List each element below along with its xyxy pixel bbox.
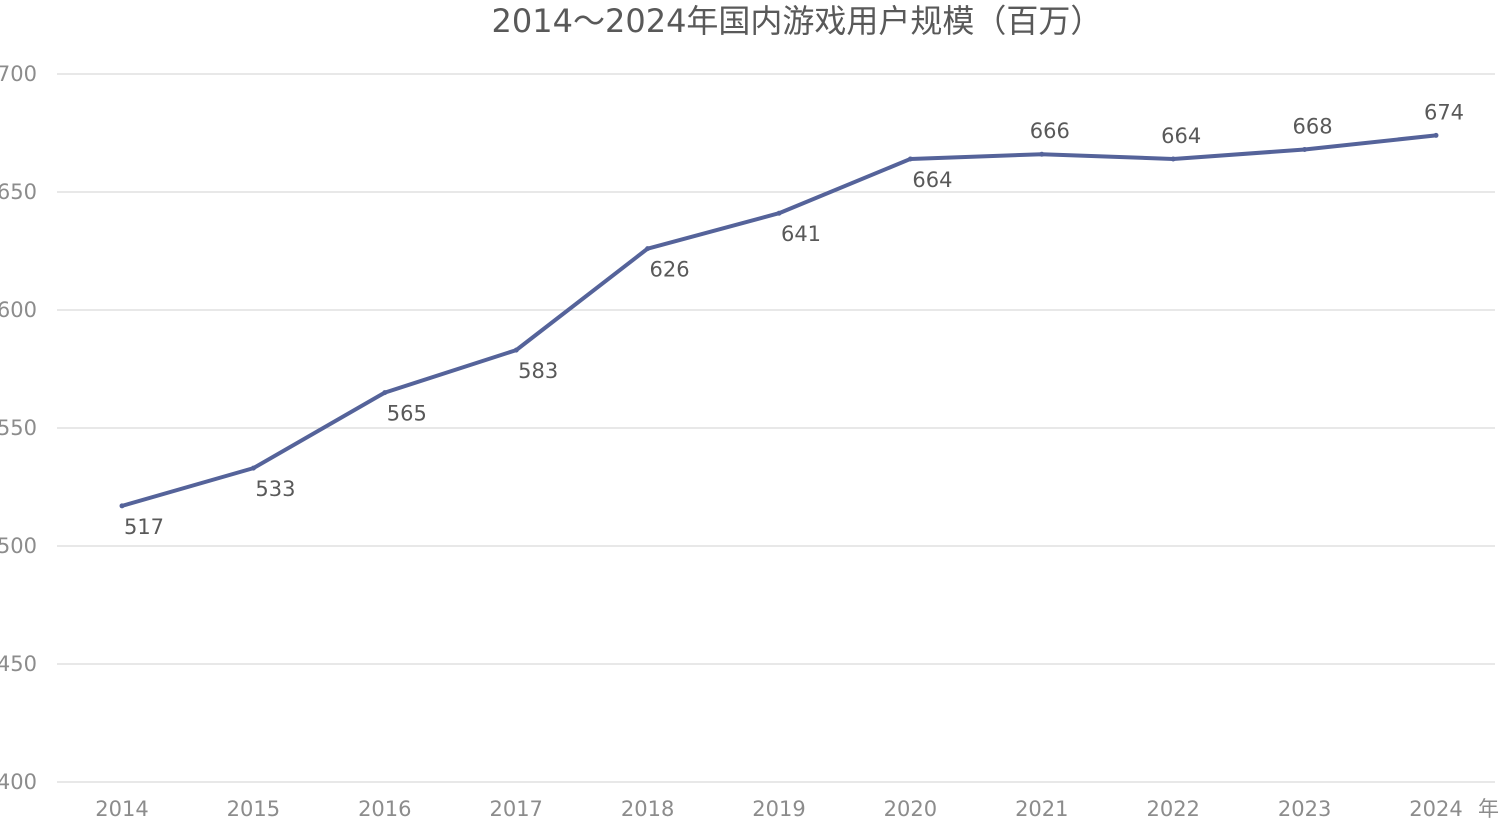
x-tick-label: 2022 <box>1146 797 1199 821</box>
data-point <box>119 503 125 509</box>
series-layer <box>119 132 1439 509</box>
data-label: 664 <box>1161 124 1201 148</box>
data-point <box>250 465 256 471</box>
data-label: 517 <box>124 515 164 539</box>
y-tick-label: 500 <box>0 534 37 558</box>
y-axis-ticks: 400 450 500 550 600 650 700 <box>0 62 37 794</box>
data-point <box>1433 132 1439 138</box>
x-tick-label: 2015 <box>227 797 280 821</box>
y-tick-label: 550 <box>0 416 37 440</box>
series-line <box>120 133 1438 508</box>
chart-title: 2014～2024年国内游戏用户规模（百万） <box>492 2 1103 40</box>
y-tick-label: 700 <box>0 62 37 86</box>
y-tick-label: 450 <box>0 652 37 676</box>
data-label: 583 <box>518 359 558 383</box>
x-tick-label: 2024 <box>1409 797 1462 821</box>
data-label: 664 <box>912 168 952 192</box>
data-label: 533 <box>255 477 295 501</box>
x-tick-label: 2021 <box>1015 797 1068 821</box>
x-tick-label: 2017 <box>489 797 542 821</box>
data-label: 674 <box>1424 100 1464 124</box>
data-label: 641 <box>781 222 821 246</box>
x-axis-ticks: 2014 2015 2016 2017 2018 2019 2020 2021 2022 2023… <box>95 797 1462 821</box>
data-labels: 517 533 565 583 626 641 664 666 664 668 674 <box>124 100 1464 539</box>
y-tick-label: 650 <box>0 180 37 204</box>
data-label: 565 <box>387 402 427 426</box>
y-tick-label: 400 <box>0 770 37 794</box>
x-tick-label: 2018 <box>621 797 674 821</box>
gridlines <box>57 73 1495 783</box>
x-tick-label: 2016 <box>358 797 411 821</box>
data-point <box>382 390 388 396</box>
x-axis-unit-label: 年 <box>1478 797 1499 821</box>
y-tick-label: 600 <box>0 298 37 322</box>
data-label: 668 <box>1293 115 1333 139</box>
x-tick-label: 2014 <box>95 797 148 821</box>
data-point <box>1302 147 1308 153</box>
x-tick-label: 2023 <box>1278 797 1331 821</box>
data-point <box>1170 156 1176 162</box>
data-point <box>645 246 651 252</box>
data-point <box>513 347 519 353</box>
x-tick-label: 2019 <box>752 797 805 821</box>
data-label: 626 <box>650 258 690 282</box>
data-label: 666 <box>1030 119 1070 143</box>
data-point <box>1039 151 1045 157</box>
data-point <box>907 156 913 162</box>
x-tick-label: 2020 <box>884 797 937 821</box>
data-point <box>776 210 782 216</box>
